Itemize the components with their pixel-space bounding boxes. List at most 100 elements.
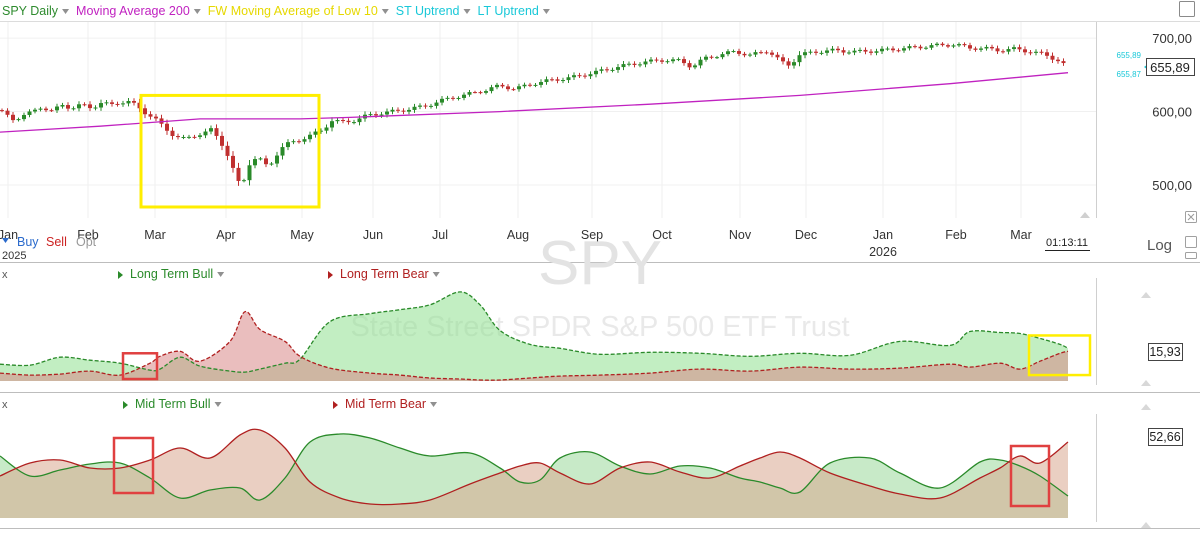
chevron-down-icon[interactable]	[542, 9, 550, 14]
candle	[588, 74, 593, 77]
candle	[841, 50, 846, 53]
chevron-down-icon[interactable]	[430, 402, 438, 407]
header-item[interactable]: LT Uptrend	[478, 4, 539, 18]
candlestick-series	[0, 42, 1066, 186]
candle	[330, 121, 334, 128]
x-tick-label: Jan	[873, 228, 893, 242]
countdown-timer: 01:13:11	[1046, 237, 1088, 249]
chevron-down-icon[interactable]	[381, 9, 389, 14]
candle	[170, 130, 175, 137]
candle	[907, 46, 912, 49]
indicator-panel-2: 52,66 x Mid Term Bull Mid Term Bear	[0, 397, 1183, 528]
small-price-label: 655,87	[1117, 70, 1142, 79]
candle	[181, 136, 186, 138]
candle	[533, 84, 538, 86]
header-item[interactable]: FW Moving Average of Low 10	[208, 4, 378, 18]
candle	[962, 44, 967, 46]
candle	[82, 104, 87, 106]
candle	[814, 51, 818, 53]
chevron-down-icon[interactable]	[217, 272, 225, 277]
candle	[335, 120, 340, 122]
candle	[418, 105, 422, 107]
header-item[interactable]: ST Uptrend	[396, 4, 460, 18]
candle	[599, 69, 604, 71]
candle	[913, 46, 917, 48]
legend-item[interactable]: Mid Term Bear	[345, 397, 426, 411]
chevron-down-icon[interactable]	[214, 402, 222, 407]
bull-line	[0, 433, 1069, 501]
x-tick-label: Mar	[1010, 228, 1032, 242]
candle	[924, 47, 928, 49]
candle	[308, 134, 312, 140]
candle	[995, 48, 1000, 52]
candle	[22, 114, 26, 120]
candle	[242, 180, 246, 182]
candle	[775, 54, 780, 58]
legend-arrow-icon	[123, 401, 128, 409]
candle	[550, 79, 554, 81]
legend-item[interactable]: Mid Term Bull	[135, 397, 210, 411]
candle	[467, 92, 472, 95]
legend-item[interactable]: Long Term Bear	[340, 267, 429, 281]
candle	[935, 43, 939, 46]
candle	[495, 84, 499, 88]
candle	[522, 84, 527, 87]
candle	[346, 120, 351, 123]
panel-control-icon[interactable]	[1185, 252, 1197, 259]
candle	[253, 159, 257, 166]
sell-button[interactable]: Sell	[46, 235, 67, 249]
candle	[1023, 49, 1027, 53]
settings-checkbox[interactable]	[1179, 1, 1195, 17]
chevron-down-icon[interactable]	[463, 9, 471, 14]
bear-area	[0, 311, 1068, 381]
candle	[654, 59, 659, 61]
candle	[902, 48, 906, 51]
value-label: 52,66	[1149, 430, 1180, 444]
bull-area	[0, 291, 1068, 381]
candle	[302, 139, 307, 142]
opt-button[interactable]: Opt	[76, 235, 97, 249]
candle	[869, 51, 873, 53]
x-axis: Jan Feb Mar Apr May Jun Jul Aug Sep Oct Nov Dec Jan F…	[0, 228, 1032, 242]
candle	[148, 114, 153, 117]
candle	[456, 97, 461, 99]
highlight-box	[139, 93, 321, 209]
candle	[577, 75, 582, 77]
candle	[792, 62, 796, 66]
candle	[357, 118, 362, 123]
candle	[319, 130, 323, 132]
x-tick-label: Jun	[363, 228, 383, 242]
chevron-down-icon[interactable]	[432, 272, 440, 277]
candle	[671, 59, 675, 62]
panel-control-icon[interactable]	[1185, 236, 1197, 248]
candle	[462, 94, 466, 98]
candle	[616, 67, 620, 70]
candle	[808, 51, 813, 53]
log-toggle[interactable]: Log	[1147, 237, 1172, 254]
candle	[797, 55, 802, 63]
candle	[341, 120, 345, 122]
candle	[984, 46, 989, 49]
chevron-down-icon[interactable]	[62, 9, 70, 14]
candle	[555, 79, 560, 81]
chevron-down-icon[interactable]	[193, 9, 201, 14]
candle	[16, 119, 21, 121]
header-item[interactable]: SPY Daily	[2, 4, 59, 18]
candle	[566, 77, 571, 81]
candle	[885, 48, 890, 50]
candle	[484, 91, 488, 93]
legend-item[interactable]: Long Term Bull	[130, 267, 213, 281]
header-item[interactable]: Moving Average 200	[76, 4, 190, 18]
candle	[132, 100, 136, 103]
buy-button[interactable]: Buy	[17, 235, 39, 249]
candle	[236, 167, 241, 181]
x-tick-label: Mar	[144, 228, 166, 242]
candle	[946, 45, 950, 47]
candle	[434, 102, 439, 106]
candle	[1028, 52, 1033, 54]
x-tick-label: Jan	[0, 228, 18, 242]
year-label: 2026	[869, 245, 897, 259]
y-tick-label: 700,00	[1152, 31, 1192, 46]
